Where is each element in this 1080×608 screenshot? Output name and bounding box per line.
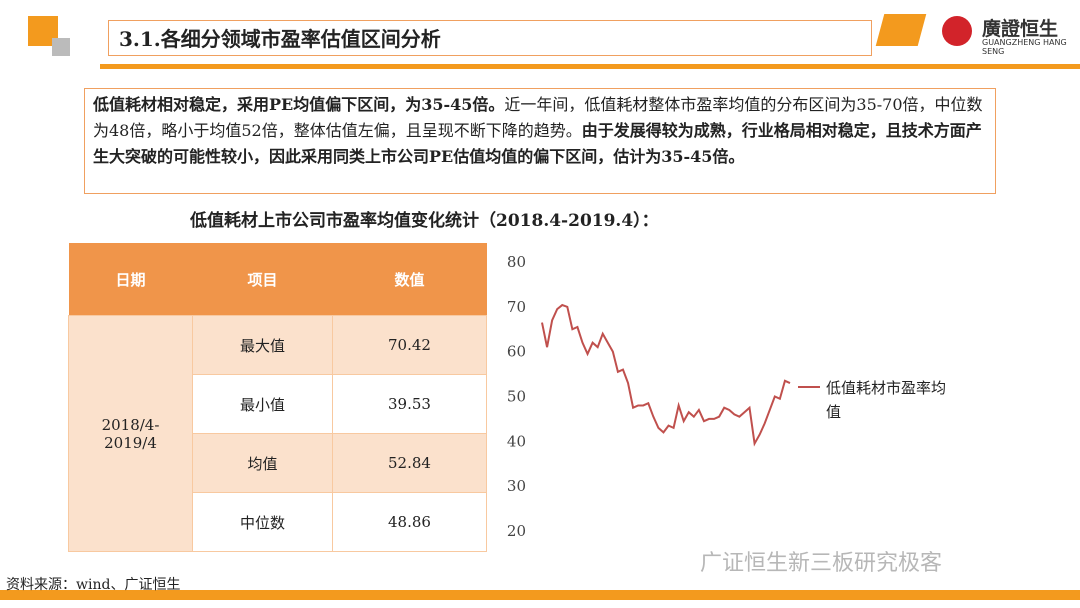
table-header: 日期 项目 数值 [68,243,487,316]
y-tick-label: 40 [507,432,526,450]
item-cell: 最大值 [192,315,333,375]
chart: 20 30 40 50 60 70 80 [507,253,791,540]
value-cell: 70.42 [332,315,487,375]
y-tick-label: 80 [507,253,526,271]
item-cell: 中位数 [192,492,333,552]
y-tick-label: 30 [507,477,526,495]
logo-mark [875,14,927,46]
legend-label: 低值耗材市盈率均值 [826,379,947,421]
source-note: 资料来源：wind、广证恒生 [6,577,181,593]
series-line [541,303,791,447]
item-cell: 最小值 [192,374,333,434]
legend-swatch [798,386,820,388]
value-cell: 52.84 [332,433,487,493]
table-row: 均值 52.84 [69,433,487,493]
section-title: 低值耗材上市公司市盈率均值变化统计（2018.4-2019.4）： [190,211,659,231]
summary-text: 低值耗材相对稳定，采用PE均值偏下区间，为35-45倍。 [93,95,505,114]
summary: 低值耗材相对稳定，采用PE均值偏下区间，为35-45倍。近一年间，低值耗材整体市… [84,88,996,194]
table-row: 2018/4-2019/4 最大值 70.42 [68,315,487,552]
table-body: 2018/4-2019/4 最大值 70.42 最小值 39.53 均值 52.84 中位数 4… [68,315,487,552]
header-cell: 项目 [192,243,333,316]
footer-bar [0,590,1080,600]
logo-circle [942,16,972,46]
y-tick-label: 60 [507,343,526,361]
watermark: 广证恒生新三板研究极客 [700,551,943,576]
summary-text: 由于发展得较为成熟，行业格局相对稳定，且技术方面产生大突破的可能性较小，因此采用… [93,121,982,166]
date-cell: 2018/4-2019/4 [68,315,193,552]
legend: 低值耗材市盈率均值 [798,376,972,424]
value-cell: 48.86 [332,492,487,552]
logo-sub: GUANGZHENG HANG SENG [982,38,1067,56]
slide-title: 3.1.各细分领域市盈率估值区间分析 [108,20,872,56]
y-tick-label: 70 [507,298,526,316]
y-tick-label: 50 [507,388,526,406]
stats-table: 日期 项目 数值 2018/4-2019/4 最大值 70.42 最小值 39.53 均值 52… [68,243,487,552]
summary-text: 近一年间，低值耗材整体市盈率均值的分布区间为35-70倍，中位数为48倍，略小于… [93,95,983,140]
deco-square [52,38,70,56]
header-cell: 日期 [68,243,193,316]
table-row: 最小值 39.53 [69,374,487,434]
table-row: 中位数 48.86 [69,492,487,552]
logo-text: 廣證恒生 [982,18,1059,40]
value-cell: 39.53 [332,374,487,434]
header-bar [100,64,1080,69]
header-cell: 数值 [332,243,487,316]
item-cell: 均值 [192,433,333,493]
y-tick-label: 20 [507,522,526,540]
